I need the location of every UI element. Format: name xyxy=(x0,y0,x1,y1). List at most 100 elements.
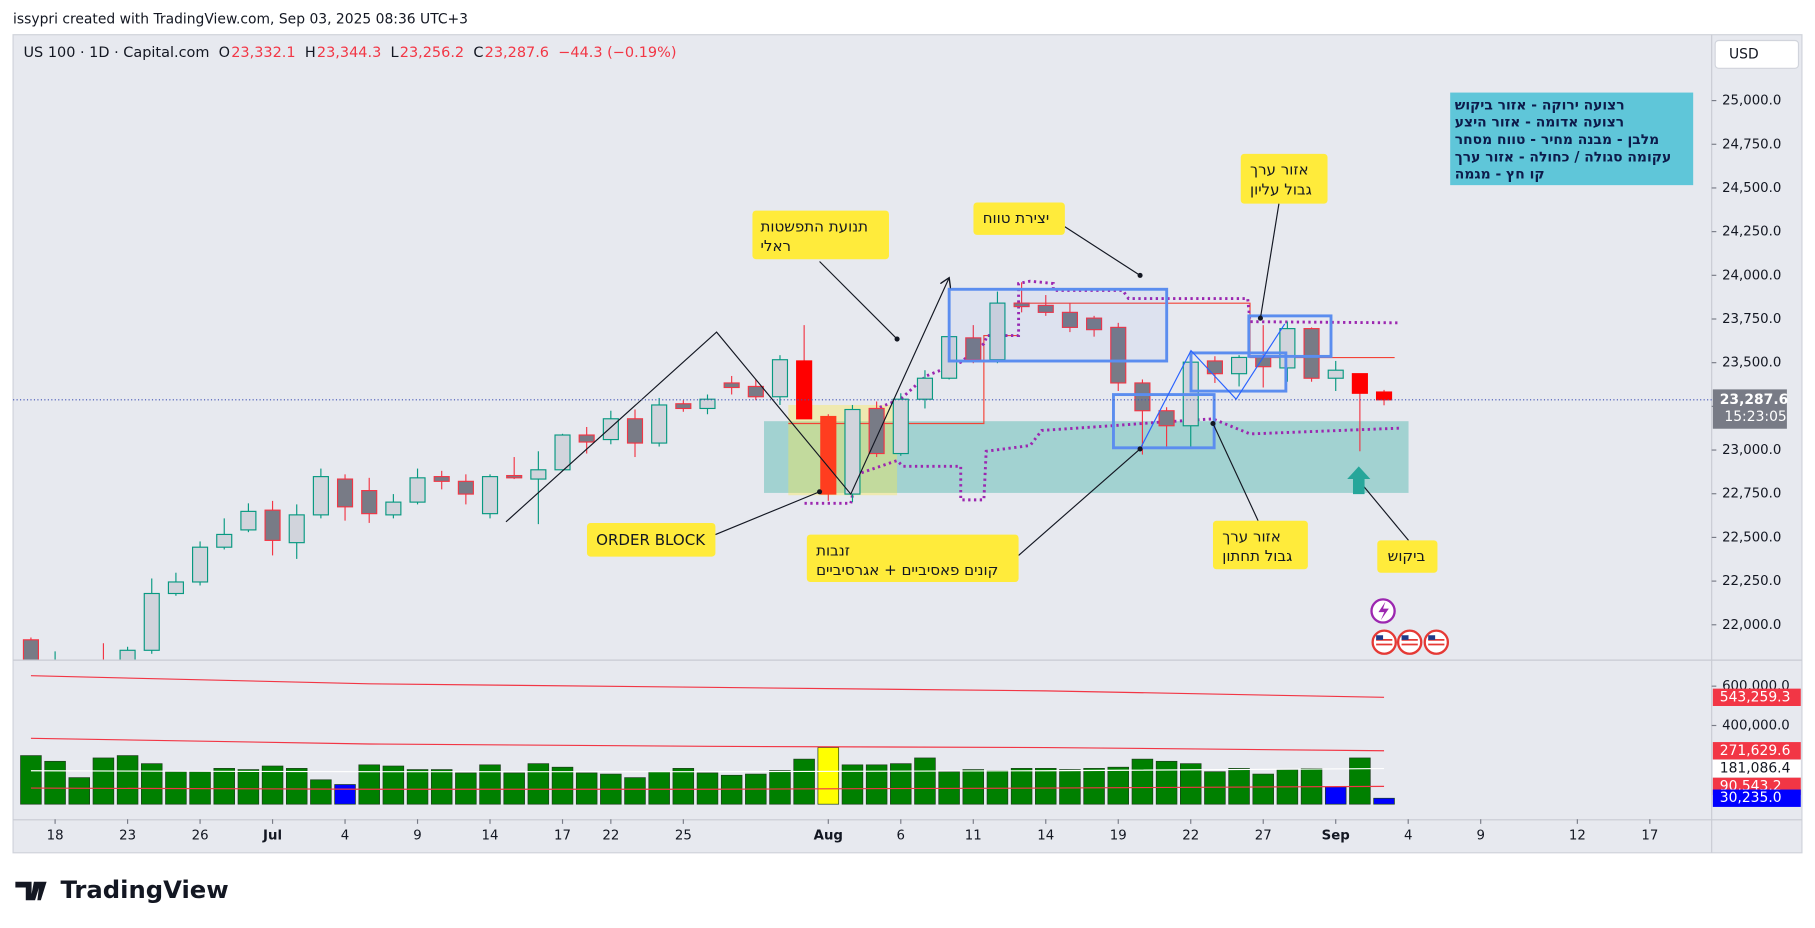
candle-body xyxy=(167,581,184,595)
candle-body xyxy=(1037,304,1054,313)
x-tick-label: 9 xyxy=(413,828,421,843)
annotation-text: גבול עליון xyxy=(1250,180,1312,198)
indicator-line xyxy=(30,767,1385,773)
volume-bar xyxy=(1349,757,1371,805)
candle-body xyxy=(1134,382,1151,412)
series-badge-bg xyxy=(1712,688,1801,706)
volume-bar xyxy=(213,768,235,805)
annotation-box xyxy=(806,534,1019,583)
ohlc-key: C xyxy=(473,45,483,61)
annotation-box xyxy=(1240,153,1328,204)
volume-bar xyxy=(1204,771,1226,805)
candle-body xyxy=(530,469,547,480)
flags xyxy=(1371,629,1450,655)
volume-bar xyxy=(962,769,985,805)
price-pane xyxy=(22,282,1393,660)
volume-bar xyxy=(696,772,719,805)
dot xyxy=(1210,420,1216,427)
y-tick-label: 25,000.0 xyxy=(1722,94,1781,109)
currency-label[interactable]: USD xyxy=(1729,46,1759,62)
range-box xyxy=(1247,314,1333,358)
annotation-text: אזור ערך xyxy=(1250,161,1309,179)
candle-body xyxy=(675,403,692,410)
x-tick-label: Aug xyxy=(814,828,843,843)
last-price-label: 23,287.6 xyxy=(1720,392,1788,408)
connectors xyxy=(715,203,1409,556)
volume-bar xyxy=(1324,786,1347,805)
volume-bar xyxy=(1107,766,1129,805)
candle-body xyxy=(771,359,789,398)
candle-body xyxy=(143,592,160,651)
dot xyxy=(1257,315,1263,321)
x-tick-label: Jul xyxy=(262,828,282,843)
annotation-box xyxy=(586,523,716,557)
x-tick-label: Sep xyxy=(1322,828,1350,843)
indicator-line xyxy=(30,785,1385,790)
candle-body xyxy=(264,509,281,541)
candle-body xyxy=(385,501,402,516)
volume-badge: 30,235.0 xyxy=(1720,790,1782,806)
candle-body xyxy=(626,418,644,444)
event-icon-bolt xyxy=(1378,601,1389,621)
volume-bar xyxy=(503,772,525,805)
candle-body xyxy=(868,407,885,455)
connector xyxy=(1362,485,1409,541)
y-tick-label: 23,750.0 xyxy=(1722,312,1781,327)
candle-body xyxy=(1327,369,1344,379)
trend-arrow xyxy=(505,278,949,523)
candle-body xyxy=(361,490,378,515)
volume-bar xyxy=(793,758,815,805)
x-tick-label: 23 xyxy=(119,828,136,843)
x-tick-label: 4 xyxy=(341,828,349,843)
annotation-box xyxy=(1377,540,1438,573)
range-box xyxy=(1189,351,1288,393)
volume-bar xyxy=(551,766,574,805)
volume-bar xyxy=(1010,768,1033,805)
dot xyxy=(894,336,900,342)
x-tick-label: 22 xyxy=(602,828,619,843)
volume-badge-bg xyxy=(1712,789,1801,807)
legend-box-line: קו חץ - מגמה xyxy=(1455,167,1545,183)
volume-bar xyxy=(455,772,477,805)
indicator-line xyxy=(30,737,1385,752)
x-tick-label: 27 xyxy=(1255,828,1272,843)
logo-mark xyxy=(15,881,47,901)
candle-body xyxy=(796,360,813,420)
series-badge: 543,259.3 xyxy=(1720,689,1791,705)
volume-bar xyxy=(1059,769,1081,805)
dot xyxy=(1137,446,1143,452)
drawings-front xyxy=(505,203,1450,655)
volume-bar xyxy=(1131,758,1154,805)
candle-body xyxy=(916,377,934,400)
y-tick-label: 24,000.0 xyxy=(1722,268,1781,283)
candle-body xyxy=(481,476,499,515)
countdown: 15:23:05 xyxy=(1724,409,1786,425)
legend-box-line: רצועה ירוקה - אזור ביקוש xyxy=(1455,97,1625,113)
ohlc-value: 23,344.3 xyxy=(317,45,381,61)
volume-bar xyxy=(382,765,405,805)
y-tick-label: 23,000.0 xyxy=(1722,443,1781,458)
symbol-title: US 100 · 1D · Capital.com xyxy=(23,45,209,61)
volume-bar xyxy=(1155,760,1178,805)
ohlc-value: 23,332.1 xyxy=(231,45,295,61)
candle-body xyxy=(1013,302,1030,308)
volume-bar xyxy=(141,763,163,805)
flag-icon xyxy=(1423,629,1450,655)
x-tick-label: 17 xyxy=(1641,828,1658,843)
candle-body xyxy=(1110,326,1127,384)
x-tick-label: 11 xyxy=(965,828,982,843)
series-badge: 271,629.6 xyxy=(1720,743,1791,759)
flag-icon xyxy=(1396,629,1423,655)
candle-body xyxy=(22,639,40,660)
volume-bar xyxy=(914,757,936,805)
range-box xyxy=(947,287,1169,363)
candle-body xyxy=(1230,356,1248,375)
candle-body xyxy=(1206,360,1223,375)
currency-button[interactable] xyxy=(1714,39,1800,69)
dot xyxy=(1137,272,1143,278)
volume-bar xyxy=(406,769,429,805)
volume-bar xyxy=(1083,768,1105,805)
annotation-text: יצירת טווח xyxy=(983,209,1050,227)
annotation-box xyxy=(1212,520,1308,570)
volume-bar xyxy=(527,763,550,805)
